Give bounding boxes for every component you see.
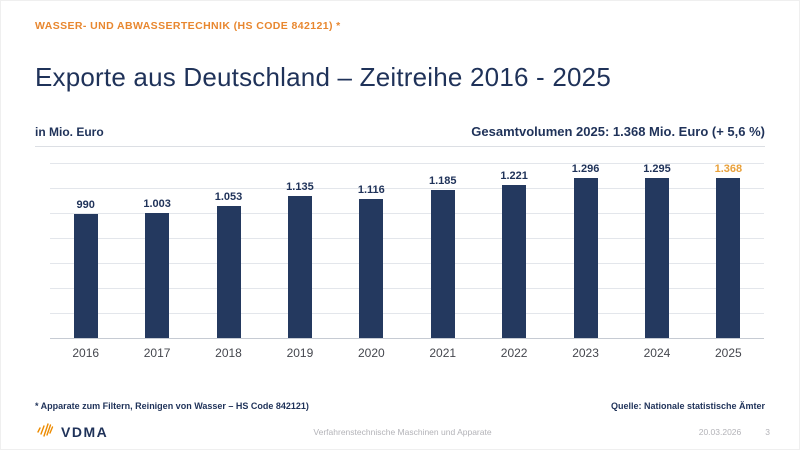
footer-date: 20.03.2026	[698, 427, 742, 437]
x-tick-label: 2025	[715, 346, 742, 360]
page-title: Exporte aus Deutschland – Zeitreihe 2016…	[35, 62, 611, 92]
x-tick-label: 2016	[72, 346, 100, 360]
chart-header-row: in Mio. Euro Gesamtvolumen 2025: 1.368 M…	[35, 124, 765, 147]
vdma-logo-text: VDMA	[61, 424, 109, 440]
bar-value-label: 1.295	[643, 163, 671, 175]
bar-column-2024: 1.295	[621, 163, 692, 338]
bar-column-2021: 1.185	[407, 163, 478, 338]
total-volume-label: Gesamtvolumen 2025: 1.368 Mio. Euro (+ 5…	[471, 124, 765, 139]
footer-right: 20.03.2026 3	[699, 427, 770, 437]
bar-column-2025: 1.368	[693, 163, 764, 338]
bar-column-2023: 1.296	[550, 163, 621, 338]
bar-2024	[644, 178, 669, 338]
bar-value-label: 1.368	[714, 163, 743, 175]
bar-2017	[145, 212, 170, 338]
x-tick-label: 2018	[215, 346, 242, 360]
bar-value-label: 1.296	[571, 163, 600, 175]
bar-value-label: 1.135	[286, 181, 314, 194]
bar-value-label: 1.053	[214, 191, 243, 204]
chart-plot-area: 990 1.003 1.053 1.135 1.116 1.185 1.221 1.296 1.…	[50, 163, 764, 339]
slide-footer: VDMA Verfahrenstechnische Maschinen und …	[35, 420, 770, 444]
bar-2023	[573, 178, 598, 338]
bar-value-label: 1.185	[428, 174, 457, 187]
bar-2019	[287, 196, 312, 338]
x-tick-label: 2024	[643, 346, 671, 360]
source-label: Quelle: Nationale statistische Ämter	[610, 401, 765, 411]
x-tick-label: 2023	[572, 346, 599, 360]
vdma-logo-icon	[35, 421, 57, 444]
bar-value-label: 990	[76, 199, 95, 212]
bar-2016	[73, 214, 98, 338]
bar-2025	[716, 178, 741, 338]
bar-2022	[502, 185, 527, 338]
bar-2020	[359, 198, 384, 338]
x-tick-label: 2020	[357, 346, 385, 360]
bar-column-2016: 990	[50, 163, 121, 338]
bar-value-label: 1.221	[500, 170, 528, 183]
bar-column-2017: 1.003	[121, 163, 192, 338]
bar-2018	[216, 206, 241, 338]
x-tick-label: 2019	[286, 346, 314, 360]
footer-page-number: 3	[765, 427, 770, 437]
bar-2021	[430, 189, 455, 338]
chart-columns: 990 1.003 1.053 1.135 1.116 1.185 1.221 1.296 1.…	[50, 163, 764, 338]
bar-chart: 990 1.003 1.053 1.135 1.116 1.185 1.221 1.296 1.…	[50, 163, 764, 360]
x-tick-label: 2022	[500, 346, 528, 360]
footnote: * Apparate zum Filtern, Reinigen von Was…	[35, 401, 309, 411]
footer-center-text: Verfahrenstechnische Maschinen und Appar…	[313, 427, 492, 437]
bar-column-2022: 1.221	[478, 163, 549, 338]
footnote-row: * Apparate zum Filtern, Reinigen von Was…	[35, 401, 765, 411]
bar-value-label: 1.003	[143, 197, 171, 210]
vdma-logo: VDMA	[35, 421, 108, 444]
slide-kicker: WASSER- UND ABWASSERTECHNIK (HS CODE 842…	[35, 20, 341, 32]
bar-column-2018: 1.053	[193, 163, 264, 338]
x-tick-label: 2017	[143, 346, 171, 360]
bar-column-2019: 1.135	[264, 163, 335, 338]
x-tick-label: 2021	[429, 346, 457, 360]
unit-label: in Mio. Euro	[35, 125, 104, 139]
bar-column-2020: 1.116	[336, 163, 407, 338]
bar-value-label: 1.116	[357, 183, 385, 196]
chart-x-axis: 2016 2017 2018 2019 2020 2021 2022 2023 2024 2025	[50, 346, 764, 360]
